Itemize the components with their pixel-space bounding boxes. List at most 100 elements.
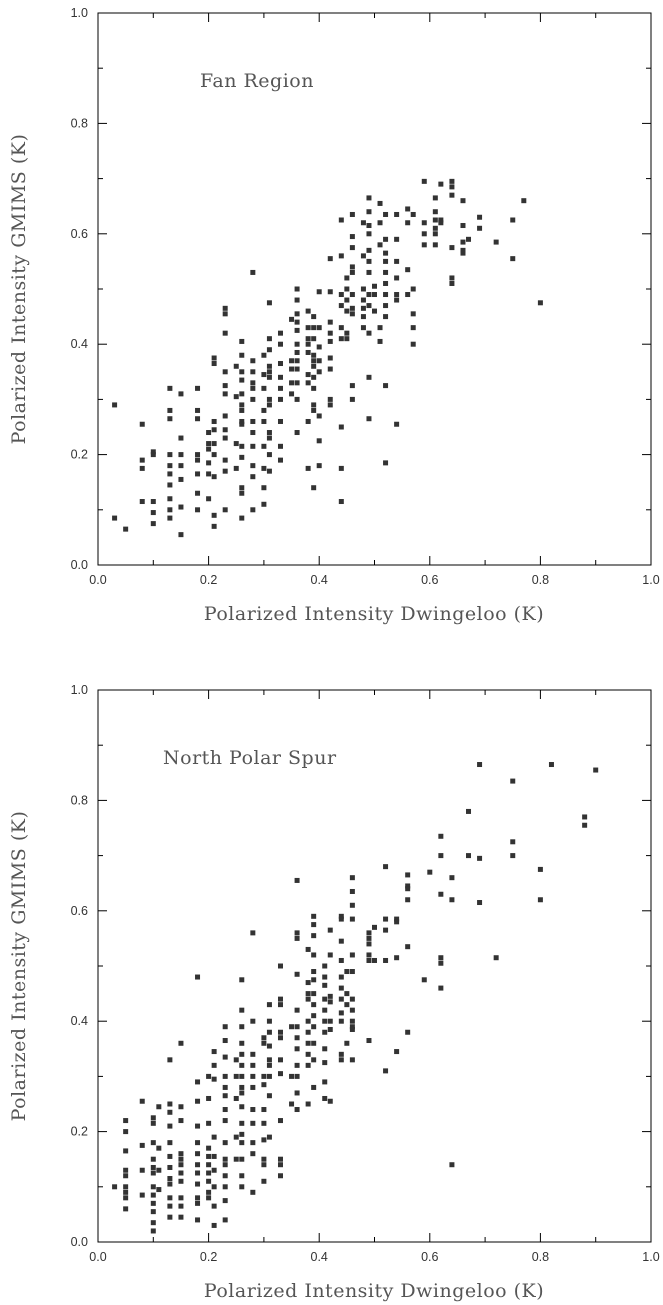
- scatter-point-fan: [261, 443, 267, 449]
- scatter-point-nps: [305, 1029, 311, 1035]
- scatter-point-nps: [311, 991, 317, 997]
- scatter-point-nps: [438, 955, 444, 961]
- scatter-point-fan: [211, 474, 217, 480]
- scatter-point-fan: [178, 476, 184, 482]
- scatter-point-nps: [366, 952, 372, 958]
- scatter-point-fan: [305, 418, 311, 424]
- ticks-nps: [97, 689, 652, 1243]
- scatter-point-fan: [394, 258, 400, 264]
- scatter-point-fan: [250, 463, 256, 469]
- scatter-point-fan: [266, 347, 272, 353]
- scatter-point-nps: [289, 1024, 295, 1030]
- scatter-point-fan: [316, 438, 322, 444]
- scatter-point-fan: [195, 457, 201, 463]
- scatter-point-fan: [277, 385, 283, 391]
- scatter-point-nps: [167, 1181, 173, 1187]
- scatter-point-fan: [510, 217, 516, 223]
- scatter-point-fan: [277, 418, 283, 424]
- scatter-point-nps: [150, 1228, 156, 1234]
- scatter-point-fan: [449, 245, 455, 251]
- scatter-point-nps: [167, 1195, 173, 1201]
- scatter-point-fan: [338, 253, 344, 259]
- scatter-point-nps: [222, 1198, 228, 1204]
- scatter-point-nps: [206, 1153, 212, 1159]
- scatter-point-nps: [305, 991, 311, 997]
- x-tick-label: 0.6: [421, 573, 438, 587]
- scatter-point-fan: [421, 231, 427, 237]
- scatter-point-fan: [305, 380, 311, 386]
- scatter-point-nps: [322, 1007, 328, 1013]
- scatter-point-fan: [250, 358, 256, 364]
- scatter-point-nps: [344, 1002, 350, 1008]
- scatter-point-fan: [349, 264, 355, 270]
- scatter-point-nps: [421, 977, 427, 983]
- scatter-point-fan: [222, 383, 228, 389]
- scatter-point-nps: [195, 1162, 201, 1168]
- scatter-point-fan: [377, 220, 383, 226]
- scatter-point-nps: [239, 1184, 245, 1190]
- scatter-point-fan: [377, 242, 383, 248]
- scatter-point-fan: [360, 253, 366, 259]
- scatter-point-nps: [277, 996, 283, 1002]
- scatter-point-fan: [394, 236, 400, 242]
- scatter-point-nps: [294, 1090, 300, 1096]
- scatter-point-nps: [250, 1189, 256, 1195]
- scatter-point-nps: [195, 1195, 201, 1201]
- scatter-point-fan: [349, 396, 355, 402]
- scatter-point-nps: [211, 1203, 217, 1209]
- scatter-point-fan: [383, 211, 389, 217]
- scatter-point-nps: [195, 1170, 201, 1176]
- scatter-point-fan: [167, 416, 173, 422]
- scatter-point-fan: [377, 325, 383, 331]
- scatter-point-fan: [449, 280, 455, 286]
- scatter-point-nps: [322, 1029, 328, 1035]
- scatter-point-fan: [305, 336, 311, 342]
- scatter-point-nps: [250, 1084, 256, 1090]
- scatter-point-fan: [294, 396, 300, 402]
- scatter-point-fan: [311, 374, 317, 380]
- scatter-point-nps: [261, 1040, 267, 1046]
- y-tick-label: 0.0: [71, 1235, 88, 1249]
- scatter-point-nps: [289, 1073, 295, 1079]
- scatter-point-fan: [410, 341, 416, 347]
- scatter-point-nps: [266, 1057, 272, 1063]
- scatter-point-nps: [305, 980, 311, 986]
- scatter-point-nps: [250, 1062, 256, 1068]
- scatter-point-nps: [178, 1214, 184, 1220]
- scatter-point-nps: [178, 1178, 184, 1184]
- scatter-point-nps: [338, 1018, 344, 1024]
- scatter-point-fan: [410, 311, 416, 317]
- scatter-point-nps: [178, 1151, 184, 1157]
- scatter-point-fan: [360, 314, 366, 320]
- scatter-point-fan: [383, 303, 389, 309]
- scatter-point-nps: [150, 1115, 156, 1121]
- scatter-point-fan: [150, 510, 156, 516]
- scatter-point-nps: [338, 916, 344, 922]
- scatter-point-fan: [305, 308, 311, 314]
- scatter-point-nps: [510, 778, 516, 784]
- scatter-point-nps: [266, 1002, 272, 1008]
- scatter-point-nps: [266, 1029, 272, 1035]
- scatter-point-fan: [394, 211, 400, 217]
- scatter-point-fan: [349, 211, 355, 217]
- scatter-point-nps: [123, 1184, 129, 1190]
- scatter-point-fan: [316, 358, 322, 364]
- x-tick-label: 1.0: [642, 573, 659, 587]
- scatter-point-fan: [383, 314, 389, 320]
- scatter-point-fan: [150, 452, 156, 458]
- scatter-point-nps: [239, 1084, 245, 1090]
- scatter-point-nps: [311, 1040, 317, 1046]
- y-tick-label: 0.4: [71, 1014, 88, 1028]
- scatter-point-fan: [349, 234, 355, 240]
- scatter-point-nps: [222, 1084, 228, 1090]
- scatter-point-fan: [410, 286, 416, 292]
- scatter-point-nps: [305, 1062, 311, 1068]
- scatter-point-nps: [394, 916, 400, 922]
- scatter-point-nps: [123, 1167, 129, 1173]
- scatter-point-fan: [360, 220, 366, 226]
- scatter-point-nps: [349, 952, 355, 958]
- scatter-point-fan: [222, 468, 228, 474]
- scatter-point-nps: [150, 1200, 156, 1206]
- scatter-point-fan: [305, 465, 311, 471]
- scatter-point-fan: [277, 361, 283, 367]
